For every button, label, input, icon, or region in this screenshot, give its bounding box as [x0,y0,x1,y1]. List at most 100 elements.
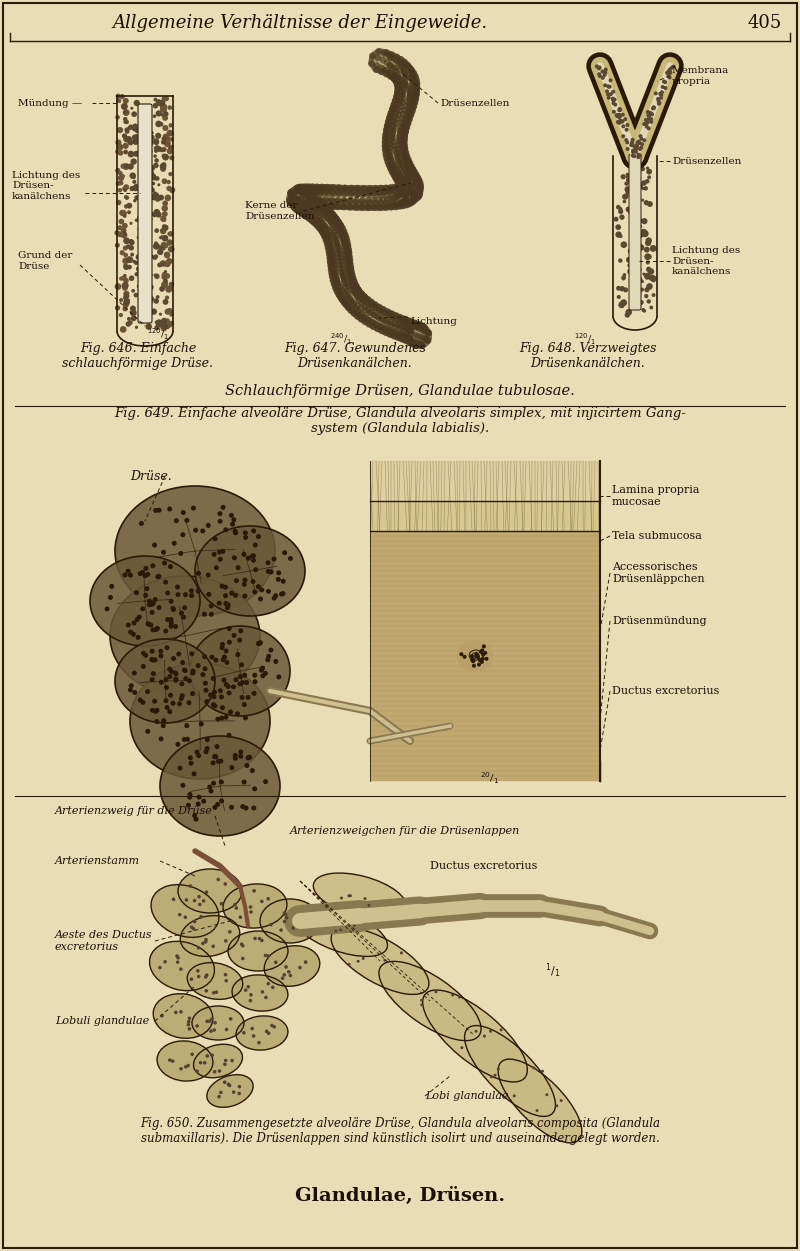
Circle shape [410,169,417,175]
Circle shape [290,195,296,203]
Circle shape [141,664,146,669]
Circle shape [642,230,649,238]
Circle shape [386,154,394,161]
Circle shape [342,251,349,259]
Circle shape [249,911,253,913]
Circle shape [333,216,340,223]
Circle shape [333,215,340,223]
Circle shape [411,99,418,106]
Circle shape [336,223,343,230]
Circle shape [390,328,397,335]
Circle shape [127,265,132,269]
Circle shape [200,528,206,533]
Circle shape [298,190,306,196]
Circle shape [618,109,622,113]
Text: Allgemeine Verhältnisse der Eingeweide.: Allgemeine Verhältnisse der Eingeweide. [113,14,487,33]
Circle shape [162,271,168,278]
Circle shape [226,684,230,689]
Circle shape [418,342,426,349]
Circle shape [638,278,642,283]
Circle shape [646,266,651,271]
Circle shape [223,714,229,719]
Circle shape [330,276,337,284]
Circle shape [392,201,399,208]
Circle shape [153,709,158,714]
Circle shape [382,139,389,145]
Circle shape [251,528,256,533]
Circle shape [196,970,200,972]
Circle shape [387,204,394,210]
Circle shape [346,204,354,210]
Circle shape [382,66,390,74]
Circle shape [306,203,314,209]
Circle shape [123,233,126,235]
Circle shape [611,98,615,103]
Circle shape [644,254,651,260]
Circle shape [334,243,341,250]
Circle shape [404,170,410,176]
Circle shape [178,913,182,917]
Circle shape [389,168,396,175]
Circle shape [127,210,131,214]
Circle shape [425,329,432,337]
Circle shape [328,210,335,218]
Circle shape [258,597,263,602]
Circle shape [406,168,413,174]
Circle shape [240,681,245,686]
Circle shape [312,205,318,213]
Circle shape [187,678,192,683]
Circle shape [646,238,652,244]
Circle shape [252,787,257,792]
Circle shape [408,68,414,75]
Circle shape [308,195,315,203]
Circle shape [358,315,365,323]
Text: Grund der
Drüse: Grund der Drüse [18,251,72,270]
Circle shape [330,198,337,205]
Circle shape [362,957,365,960]
Circle shape [374,203,382,210]
Circle shape [619,214,624,219]
Circle shape [196,802,201,807]
Circle shape [263,779,268,784]
Circle shape [242,779,246,784]
Circle shape [640,143,644,146]
Circle shape [334,203,342,210]
Circle shape [390,123,397,129]
Circle shape [398,323,404,330]
Circle shape [608,85,612,89]
Circle shape [406,159,413,166]
Circle shape [114,283,122,290]
Circle shape [638,181,641,185]
Circle shape [382,134,389,141]
Circle shape [166,148,173,154]
Circle shape [395,78,402,85]
Circle shape [290,188,298,195]
Text: Ductus excretorius: Ductus excretorius [430,861,538,871]
Circle shape [126,569,130,574]
Circle shape [345,304,352,311]
Circle shape [390,313,396,320]
Circle shape [325,236,331,244]
Circle shape [138,572,143,577]
Circle shape [327,218,334,225]
Circle shape [410,191,417,198]
Circle shape [330,265,337,273]
Circle shape [246,555,251,560]
Circle shape [354,293,361,300]
Circle shape [298,195,305,203]
Circle shape [483,1035,486,1037]
Circle shape [386,118,394,125]
Circle shape [228,709,233,714]
Text: Lichtung des
Drüsen-
kanälchens: Lichtung des Drüsen- kanälchens [12,171,80,201]
Circle shape [304,190,311,196]
Circle shape [394,71,401,78]
Circle shape [383,49,390,56]
Circle shape [411,95,418,103]
Circle shape [480,661,484,664]
Circle shape [388,158,395,164]
Circle shape [384,311,391,319]
Circle shape [397,136,404,143]
Circle shape [652,106,656,110]
Circle shape [402,198,408,204]
Circle shape [171,607,176,612]
